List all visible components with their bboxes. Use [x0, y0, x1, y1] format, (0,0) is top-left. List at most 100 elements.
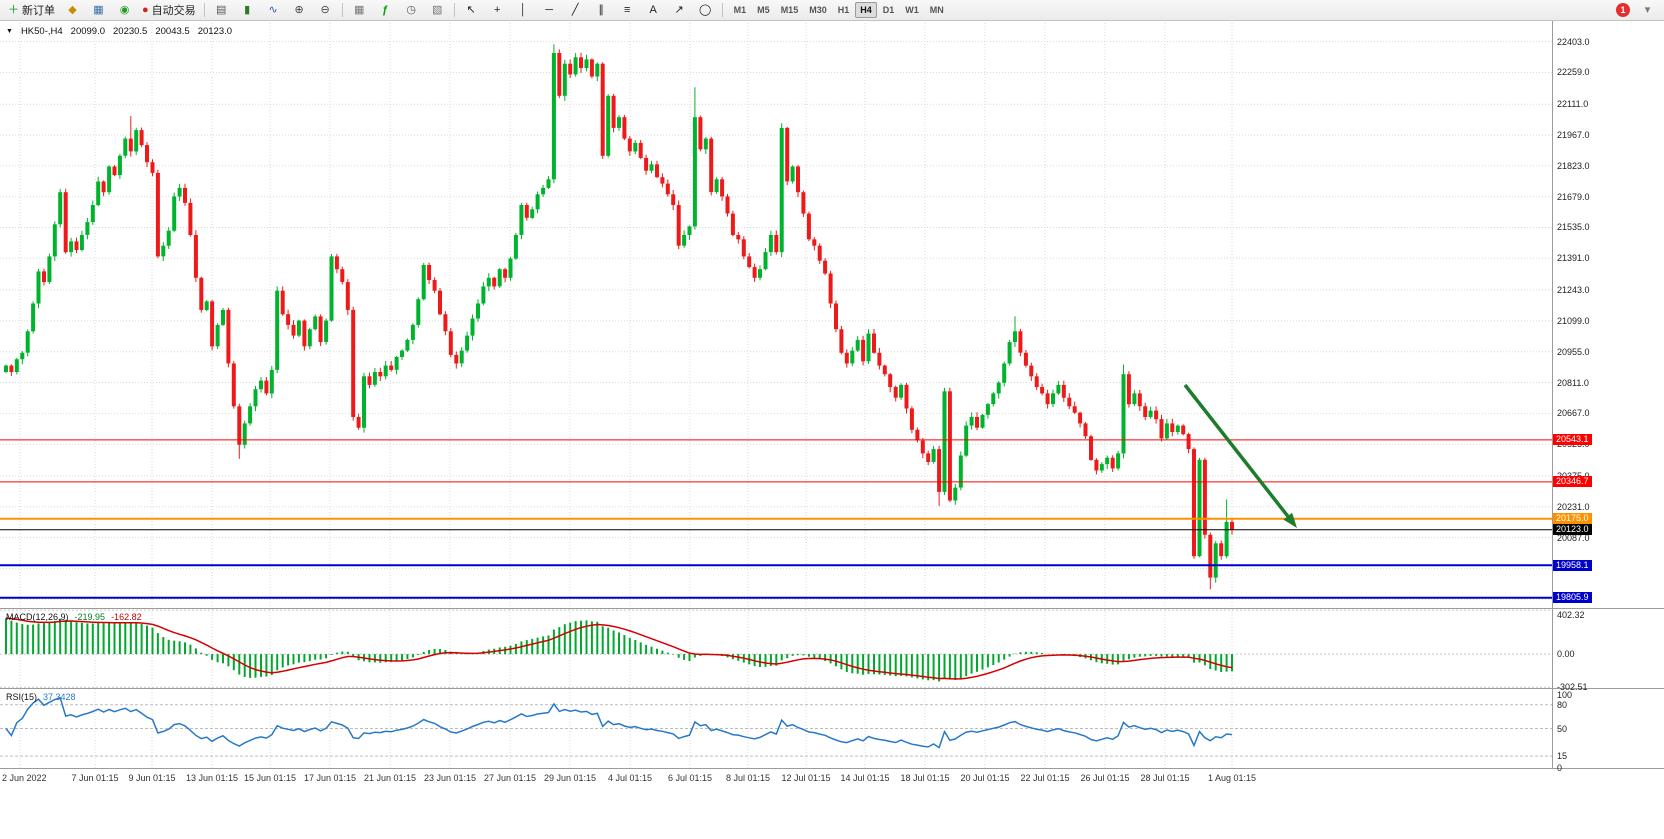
timeframe-d1[interactable]: D1 [882, 5, 895, 15]
timeframe-m5[interactable]: M5 [757, 5, 770, 15]
tile-windows-button[interactable]: ▦ [347, 1, 372, 20]
toolbar-separator [203, 3, 205, 17]
time-axis-label: 20 Jul 01:15 [960, 773, 1010, 783]
time-axis-divider [0, 768, 1664, 769]
macd-axis-tick: 0.00 [1557, 649, 1575, 660]
autotrade-button[interactable]: ● 自动交易 [138, 1, 200, 20]
candlestick-chart-button[interactable]: ▮ [235, 1, 260, 20]
time-axis-label: 27 Jun 01:15 [483, 773, 537, 783]
price-axis-tick: 20375.0 [1557, 471, 1590, 481]
horizontal-line-tool-button[interactable]: ─ [537, 1, 562, 20]
time-axis-label: 7 Jun 01:15 [71, 773, 119, 783]
price-axis-tick: 21679.0 [1557, 191, 1590, 202]
new-order-button[interactable]: ＋ 新订单 [4, 1, 59, 20]
data-window-icon: ▦ [93, 3, 104, 16]
time-axis-label: 21 Jun 01:15 [363, 773, 417, 783]
price-axis-tick: 21823.0 [1557, 160, 1590, 171]
timeframe-m30[interactable]: M30 [809, 5, 827, 15]
zoom-in-button[interactable]: ⊕ [287, 1, 312, 20]
navigator-button[interactable]: ◉ [112, 1, 137, 20]
price-axis-tick: 21391.0 [1557, 253, 1590, 264]
channel-tool-button[interactable]: ∥ [589, 1, 614, 20]
rsi-label: RSI(15) 37.3428 [6, 692, 76, 702]
macd-axis-tick: -302.51 [1557, 682, 1588, 693]
time-axis-label: 4 Jul 01:15 [607, 773, 653, 783]
tile-windows-icon: ▦ [353, 3, 365, 16]
timeframe-w1[interactable]: W1 [905, 5, 919, 15]
rsi-axis-tick: 0 [1557, 763, 1563, 773]
zoom-out-icon: ⊖ [320, 3, 330, 16]
arrows-tool-button[interactable]: ↗ [667, 1, 692, 20]
cursor-tool-button[interactable]: ↖ [459, 1, 484, 20]
fibonacci-tool-button[interactable]: ≡ [615, 1, 640, 20]
timeframe-group: M1 M5 M15 M30 H1 H4 D1 W1 MN [729, 2, 949, 18]
time-axis-label: 6 Jul 01:15 [667, 773, 713, 783]
navigator-icon: ◉ [119, 3, 130, 16]
ohlc-low: 20043.5 [155, 26, 190, 37]
data-window-button[interactable]: ▦ [86, 1, 111, 20]
time-axis-label: 8 Jul 01:15 [725, 773, 771, 783]
crosshair-icon: + [493, 3, 501, 16]
autotrade-icon: ● [142, 3, 149, 16]
timeframe-m1[interactable]: M1 [733, 5, 747, 15]
periods-button[interactable]: ◷ [399, 1, 424, 20]
toolbar: ＋ 新订单 ◆ ▦ ◉ ● 自动交易 ▤ ▮ ∿ ⊕ ⊖ ▦ ƒ ◷ ▧ ↖ +… [0, 0, 1664, 21]
panel-divider-macd[interactable] [0, 608, 1664, 609]
shapes-tool-button[interactable]: ◯ [693, 1, 718, 20]
time-axis-label: 18 Jul 01:15 [900, 773, 950, 783]
main-chart-canvas[interactable] [0, 20, 1552, 608]
time-axis-label: 2 Jun 2022 [2, 773, 47, 783]
vertical-line-tool-button[interactable]: │ [511, 1, 536, 20]
price-axis-tick: 20955.0 [1557, 346, 1590, 357]
notification-badge[interactable]: 1 [1616, 3, 1630, 17]
time-axis-label: 28 Jul 01:15 [1140, 773, 1190, 783]
vline-icon: │ [519, 3, 527, 16]
fibonacci-icon: ≡ [623, 3, 631, 16]
shapes-icon: ◯ [699, 3, 712, 16]
price-axis-tick: 20231.0 [1557, 501, 1590, 512]
arrows-tool-icon: ↗ [674, 3, 684, 16]
price-axis-tick: 21967.0 [1557, 129, 1590, 140]
rsi-name: RSI(15) [6, 692, 38, 702]
macd-label: MACD(12,26,9) -219.95 -162.82 [6, 612, 142, 622]
hline-icon: ─ [545, 3, 554, 16]
timeframe-mn[interactable]: MN [929, 5, 944, 15]
timeframe-m15[interactable]: M15 [780, 5, 799, 15]
timeframe-h1[interactable]: H1 [837, 5, 850, 15]
rsi-panel-canvas[interactable] [0, 689, 1552, 768]
market-watch-icon: ◆ [68, 3, 77, 16]
time-axis-label: 22 Jul 01:15 [1020, 773, 1070, 783]
market-watch-button[interactable]: ◆ [60, 1, 85, 20]
panel-divider-rsi[interactable] [0, 688, 1664, 689]
timeframe-h4[interactable]: H4 [855, 2, 877, 18]
symbol-dropdown-icon[interactable]: ▼ [6, 28, 13, 35]
macd-signal-value: -162.82 [111, 612, 142, 622]
candlestick-chart-icon: ▮ [244, 3, 251, 16]
trendline-tool-button[interactable]: ╱ [563, 1, 588, 20]
toolbar-overflow-button[interactable]: ▾ [1635, 1, 1660, 20]
crosshair-tool-button[interactable]: + [485, 1, 510, 20]
ohlc-open: 20099.0 [70, 26, 105, 37]
zoom-in-icon: ⊕ [294, 3, 304, 16]
text-tool-button[interactable]: A [641, 1, 666, 20]
periods-icon: ◷ [406, 3, 416, 16]
bars-chart-button[interactable]: ▤ [209, 1, 234, 20]
text-tool-icon: A [649, 3, 657, 16]
price-axis-border [1552, 20, 1553, 769]
time-axis-label: 17 Jun 01:15 [303, 773, 357, 783]
symbol-info: ▼ HK50-,H4 20099.0 20230.5 20043.5 20123… [6, 26, 232, 37]
templates-button[interactable]: ▧ [425, 1, 450, 20]
toolbar-separator [721, 3, 723, 17]
price-badge: 19805.9 [1553, 592, 1592, 604]
rsi-axis-tick: 80 [1557, 699, 1568, 710]
line-chart-icon: ∿ [268, 3, 278, 16]
macd-panel-canvas[interactable] [0, 609, 1552, 688]
price-axis-tick: 21099.0 [1557, 315, 1590, 326]
indicators-button[interactable]: ƒ [373, 1, 398, 20]
ohlc-high: 20230.5 [113, 26, 148, 37]
zoom-out-button[interactable]: ⊖ [313, 1, 338, 20]
line-chart-button[interactable]: ∿ [261, 1, 286, 20]
macd-name: MACD(12,26,9) [6, 612, 69, 622]
time-axis-label: 29 Jun 01:15 [543, 773, 597, 783]
